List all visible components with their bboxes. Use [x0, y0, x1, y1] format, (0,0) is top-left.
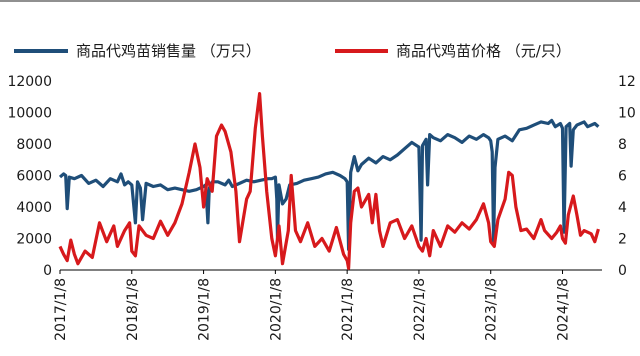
legend-label-volume: 商品代鸡苗销售量 （万只）: [76, 42, 261, 60]
right-axis: 0 2 4 6 8 10 12: [618, 74, 636, 279]
x-tick-label: 2017/1/8: [53, 278, 69, 341]
x-tick-label: 2018/1/8: [125, 278, 141, 341]
x-tick-label: 2023/1/8: [484, 278, 500, 341]
legend-label-price: 商品代鸡苗价格 （元/只）: [396, 42, 571, 60]
series-layer: [60, 94, 598, 269]
legend: 商品代鸡苗销售量 （万只） 商品代鸡苗价格 （元/只）: [14, 42, 571, 60]
right-tick-label: 2: [618, 232, 627, 248]
right-tick-label: 8: [618, 137, 627, 153]
series-line-price: [60, 94, 598, 269]
left-tick-label: 6000: [16, 169, 52, 185]
left-axis: 0 2000 4000 6000 8000 10000 12000: [7, 74, 52, 279]
left-tick-label: 12000: [7, 74, 52, 90]
x-tick-label: 2020/1/8: [268, 278, 284, 341]
left-tick-label: 8000: [16, 137, 52, 153]
right-tick-label: 6: [618, 169, 627, 185]
x-tick-label: 2022/1/8: [412, 278, 428, 341]
right-tick-label: 12: [618, 74, 636, 90]
right-tick-label: 4: [618, 200, 627, 216]
x-tick-label: 2021/1/8: [340, 278, 356, 341]
right-tick-label: 10: [618, 106, 636, 122]
right-tick-label: 0: [618, 263, 627, 279]
left-tick-label: 2000: [16, 232, 52, 248]
left-tick-label: 4000: [16, 200, 52, 216]
x-tick-label: 2019/1/8: [197, 278, 213, 341]
left-tick-label: 0: [43, 263, 52, 279]
x-tick-label: 2024/1/8: [556, 278, 572, 341]
x-axis: 2017/1/8 2018/1/8 2019/1/8 2020/1/8 2021/1/8…: [53, 270, 572, 341]
left-tick-label: 10000: [7, 106, 52, 122]
